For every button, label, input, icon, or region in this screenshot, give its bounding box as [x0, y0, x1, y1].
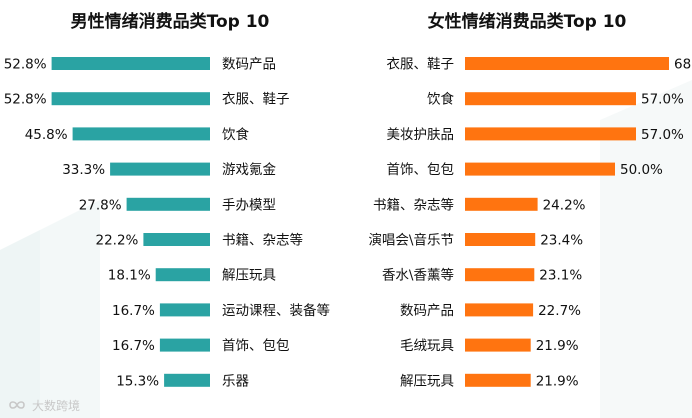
male-bar-3 — [72, 127, 210, 141]
female-chart: 女性情绪消费品类Top 10 68.0% 衣服、鞋子 57.0% 饮食 57.0% 美妆护… — [368, 11, 692, 389]
male-category-label-7: 解压玩具 — [222, 268, 276, 284]
male-category-label-8: 运动课程、装备等 — [222, 302, 330, 319]
female-bar-4 — [465, 162, 615, 176]
male-category-label-3: 饮食 — [222, 126, 249, 143]
male-category-label-2: 衣服、鞋子 — [222, 92, 290, 108]
female-category-label-2: 饮食 — [427, 91, 454, 108]
male-bar-8 — [159, 303, 210, 317]
male-bar-10 — [164, 373, 210, 387]
female-bar-10 — [465, 373, 531, 387]
female-bar-9 — [465, 338, 531, 352]
female-category-label-6: 演唱会\音乐节 — [368, 232, 454, 249]
female-value-label-9: 21.9% — [536, 338, 579, 354]
female-category-label-8: 数码产品 — [400, 303, 454, 319]
female-category-label-10: 解压玩具 — [400, 373, 454, 389]
male-bar-2 — [51, 92, 210, 106]
male-value-label-3: 45.8% — [25, 127, 68, 143]
female-bar-1 — [465, 57, 669, 70]
female-category-label-5: 书籍、杂志等 — [373, 196, 454, 213]
logo-icon — [9, 401, 25, 409]
watermark: 大数跨境 — [8, 396, 80, 414]
male-bar-1 — [51, 57, 210, 70]
watermark-text: 大数跨境 — [32, 398, 81, 413]
male-value-label-10: 15.3% — [116, 373, 159, 389]
male-value-label-9: 16.7% — [112, 338, 155, 354]
female-value-label-3: 57.0% — [641, 127, 684, 143]
female-category-label-1: 衣服、鞋子 — [387, 57, 455, 73]
male-category-label-10: 乐器 — [222, 373, 249, 389]
male-value-label-4: 33.3% — [62, 162, 105, 178]
female-bar-5 — [465, 197, 538, 211]
male-chart: 男性情绪消费品类Top 10 52.8% 数码产品 52.8% 衣服、鞋子 45.8% 饮… — [4, 11, 330, 389]
male-value-label-8: 16.7% — [112, 303, 155, 319]
female-bar-3 — [465, 127, 636, 141]
female-bar-8 — [465, 303, 534, 317]
female-category-label-9: 毛绒玩具 — [400, 338, 454, 354]
female-value-label-2: 57.0% — [641, 92, 684, 108]
male-category-label-1: 数码产品 — [222, 57, 276, 73]
female-bar-2 — [465, 92, 636, 106]
male-bar-6 — [143, 233, 210, 246]
male-category-label-5: 手办模型 — [222, 197, 276, 213]
male-bar-7 — [155, 268, 210, 282]
female-value-label-10: 21.9% — [536, 373, 579, 389]
female-value-label-8: 22.7% — [538, 303, 581, 319]
male-bar-5 — [126, 197, 210, 211]
male-bar-4 — [110, 162, 210, 176]
male-category-label-9: 首饰、包包 — [222, 338, 290, 354]
male-chart-title: 男性情绪消费品类Top 10 — [71, 11, 270, 32]
female-category-label-3: 美妆护肤品 — [387, 127, 455, 143]
female-category-label-7: 香水\香薰等 — [382, 267, 454, 284]
female-category-label-4: 首饰、包包 — [387, 162, 455, 178]
female-value-label-7: 23.1% — [539, 268, 582, 284]
male-value-label-6: 22.2% — [96, 233, 139, 249]
male-value-label-1: 52.8% — [4, 57, 47, 73]
male-bar-9 — [159, 338, 210, 352]
female-chart-title: 女性情绪消费品类Top 10 — [428, 11, 627, 32]
female-bar-6 — [465, 233, 536, 246]
male-category-label-6: 书籍、杂志等 — [222, 232, 303, 249]
male-value-label-2: 52.8% — [4, 92, 47, 108]
male-value-label-7: 18.1% — [108, 268, 151, 284]
male-category-label-4: 游戏氪金 — [222, 162, 276, 178]
female-value-label-1: 68.0% — [674, 57, 692, 73]
female-value-label-4: 50.0% — [620, 162, 663, 178]
female-value-label-5: 24.2% — [543, 197, 586, 213]
female-value-label-6: 23.4% — [540, 233, 583, 249]
female-bar-7 — [465, 268, 535, 282]
male-value-label-5: 27.8% — [79, 197, 122, 213]
